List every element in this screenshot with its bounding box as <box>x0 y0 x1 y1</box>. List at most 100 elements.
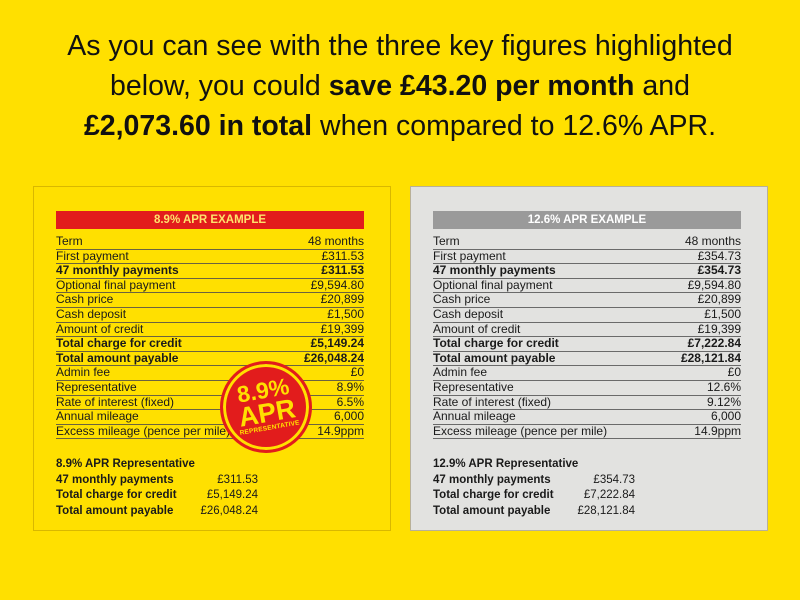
row-label: Excess mileage (pence per mile) <box>56 423 231 438</box>
summary-line: Total charge for credit £5,149.24 <box>56 488 258 504</box>
table-row: Rate of interest (fixed) 9.12% <box>433 394 741 411</box>
row-value: 9.12% <box>706 394 741 409</box>
apr-badge: 8.9% APR REPRESENTATIVE <box>220 361 312 453</box>
row-label: Cash deposit <box>433 306 504 321</box>
finance-table: Term 48 months First payment £354.73 47 mont… <box>433 235 741 440</box>
row-label: Optional final payment <box>56 277 176 292</box>
row-value: 6,000 <box>710 409 741 424</box>
row-value: £0 <box>727 365 741 380</box>
table-row: 47 monthly payments £354.73 <box>433 264 741 279</box>
summary-value: £354.73 <box>593 473 635 486</box>
finance-table: Term 48 months First payment £311.53 47 mont… <box>56 235 365 440</box>
apr-12-6-card: 12.6% APR EXAMPLE Term 48 months First pay… <box>410 186 768 531</box>
headline-line-1: As you can see with the three key figure… <box>67 30 733 62</box>
headline-text: when compared to 12.6% APR. <box>312 110 717 142</box>
table-row: Representative 8.9% <box>56 381 364 396</box>
row-value: £0 <box>350 365 364 380</box>
table-row: Annual mileage 6,000 <box>56 410 364 425</box>
row-label: Term <box>56 234 83 248</box>
summary-label: 47 monthly payments <box>56 473 174 486</box>
row-label: Cash price <box>56 292 114 307</box>
table-row: Cash deposit £1,500 <box>56 308 364 323</box>
row-value: £354.73 <box>697 248 741 263</box>
headline-highlight-monthly: save £43.20 per month <box>328 70 635 102</box>
table-row: Cash price £20,899 <box>433 293 741 308</box>
row-label: Amount of credit <box>56 321 144 336</box>
row-label: Admin fee <box>56 365 111 380</box>
row-value: 14.9ppm <box>694 423 741 438</box>
summary-line: Total amount payable £28,121.84 <box>433 504 635 520</box>
row-value: £9,594.80 <box>687 277 741 292</box>
summary-value: £5,149.24 <box>206 489 258 501</box>
table-row: Excess mileage (pence per mile) 14.9ppm <box>56 423 364 440</box>
summary-label: Total amount payable <box>56 504 174 517</box>
row-label: Total charge for credit <box>433 336 559 351</box>
representative-summary: 8.9% APR Representative 47 monthly paymen… <box>56 457 258 519</box>
row-label: Excess mileage (pence per mile) <box>433 423 608 438</box>
summary-label: Total charge for credit <box>56 489 177 501</box>
row-label: Optional final payment <box>433 277 553 292</box>
table-row: 47 monthly payments £311.53 <box>56 264 364 279</box>
row-value: £5,149.24 <box>310 336 364 351</box>
row-label: Representative <box>56 379 137 394</box>
row-value: £19,399 <box>320 321 364 336</box>
row-label: Amount of credit <box>433 321 521 336</box>
table-row: Optional final payment £9,594.80 <box>56 277 364 294</box>
row-label: Annual mileage <box>56 409 139 424</box>
summary-line: 47 monthly payments £354.73 <box>433 473 635 489</box>
apr-8-9-card: 8.9% APR EXAMPLE Term 48 months First paym… <box>33 186 391 531</box>
table-row: Excess mileage (pence per mile) 14.9ppm <box>433 423 741 440</box>
row-label: Term <box>433 234 460 248</box>
row-label: 47 monthly payments <box>56 263 179 278</box>
headline-line-3: £2,073.60 in total when compared to 12.6… <box>20 106 780 146</box>
table-row: Representative 12.6% <box>433 381 741 396</box>
row-value: £354.73 <box>697 263 741 278</box>
summary-label: Total amount payable <box>433 504 551 517</box>
row-value: £1,500 <box>327 306 364 321</box>
table-row: Total amount payable £26,048.24 <box>56 350 364 367</box>
summary-label: 47 monthly payments <box>433 473 551 486</box>
card-title: 12.6% APR EXAMPLE <box>433 211 741 229</box>
row-value: 14.9ppm <box>317 423 364 438</box>
row-value: £26,048.24 <box>303 350 364 365</box>
summary-label: Total charge for credit <box>433 489 554 501</box>
table-row: Term 48 months <box>433 235 741 250</box>
table-row: First payment £354.73 <box>433 248 741 265</box>
summary-value: £26,048.24 <box>200 504 258 517</box>
table-row: Optional final payment £9,594.80 <box>433 277 741 294</box>
row-label: Cash deposit <box>56 306 127 321</box>
table-row: Total amount payable £28,121.84 <box>433 350 741 367</box>
table-row: Total charge for credit £7,222.84 <box>433 337 741 352</box>
row-value: 12.6% <box>706 379 741 394</box>
table-row: Cash price £20,899 <box>56 293 364 308</box>
row-value: £20,899 <box>697 292 741 307</box>
row-label: Annual mileage <box>433 409 516 424</box>
table-row: First payment £311.53 <box>56 248 365 265</box>
table-row: Rate of interest (fixed) 6.5% <box>56 394 364 411</box>
table-row: Term 48 months <box>56 235 364 250</box>
row-label: Total amount payable <box>56 350 179 365</box>
table-row: Total charge for credit £5,149.24 <box>56 337 364 352</box>
row-value: £311.53 <box>321 248 365 263</box>
row-value: 8.9% <box>336 379 364 394</box>
headline-text: below, you could <box>110 70 329 102</box>
row-label: Admin fee <box>433 365 488 380</box>
headline: As you can see with the three key figure… <box>20 26 780 146</box>
row-value: 6.5% <box>336 394 364 409</box>
row-label: Total amount payable <box>433 350 556 365</box>
card-title: 8.9% APR EXAMPLE <box>56 211 364 229</box>
row-value: £20,899 <box>320 292 364 307</box>
row-value: £9,594.80 <box>310 277 364 292</box>
row-value: £19,399 <box>697 321 741 336</box>
row-label: Rate of interest (fixed) <box>433 394 552 409</box>
row-value: £311.53 <box>321 263 364 278</box>
table-row: Admin fee £0 <box>433 366 741 381</box>
row-label: Total charge for credit <box>56 336 182 351</box>
row-label: Rate of interest (fixed) <box>56 394 175 409</box>
summary-line: Total charge for credit £7,222.84 <box>433 488 635 504</box>
table-row: Amount of credit £19,399 <box>433 321 741 338</box>
row-label: Cash price <box>433 292 491 307</box>
table-row: Amount of credit £19,399 <box>56 321 364 338</box>
summary-title: 8.9% APR Representative <box>56 458 195 470</box>
row-label: Representative <box>433 379 514 394</box>
